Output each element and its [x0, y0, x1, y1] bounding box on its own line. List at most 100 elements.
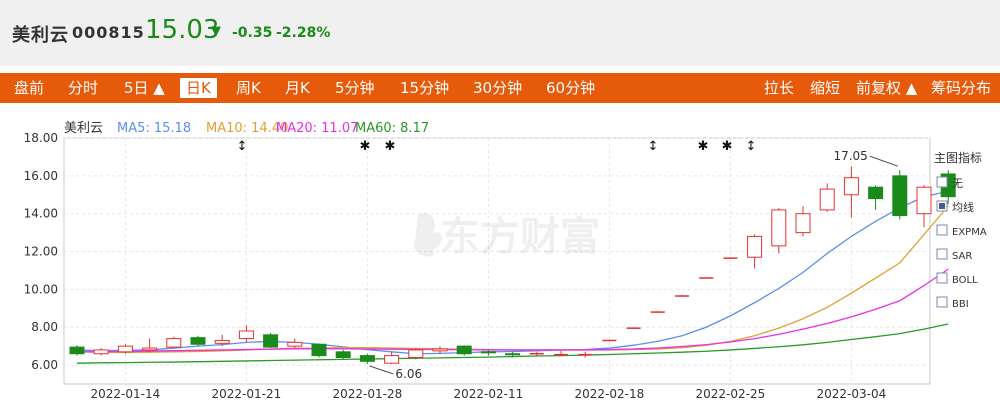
x-tick-label: 2022-03-04: [817, 387, 887, 401]
period-toolbar: 盘前 分时 5日 ▲ 日K 周K 月K 5分钟 15分钟 30分钟 60分钟 拉…: [0, 73, 1000, 103]
event-marker[interactable]: ✱: [698, 139, 709, 154]
candle-body: [214, 339, 230, 344]
indicator-option-label: EXPMA: [952, 227, 987, 238]
checkbox[interactable]: [936, 176, 948, 188]
annotation-arrow: [369, 365, 394, 375]
event-marker[interactable]: ✱: [722, 139, 733, 154]
candle: [747, 234, 763, 269]
candle: [287, 338, 303, 349]
adjust-dropdown[interactable]: 前复权 ▲: [856, 79, 918, 97]
candle: [142, 338, 158, 352]
candle: [117, 344, 133, 354]
candle-body: [408, 349, 424, 359]
indicator-option-boll[interactable]: BOLL: [936, 272, 978, 286]
event-marker[interactable]: ↕: [237, 139, 248, 154]
candle: [505, 351, 521, 358]
candle: [699, 277, 714, 279]
candles: [69, 166, 956, 364]
candle-body: [190, 337, 206, 345]
candle: [214, 334, 230, 347]
legend-ma60: MA60: 8.17: [355, 121, 429, 136]
legend-stock-name: 美利云: [64, 121, 103, 136]
candle: [843, 166, 859, 218]
event-marker[interactable]: ✱: [385, 139, 396, 154]
candle-body: [311, 343, 327, 357]
candle: [819, 183, 835, 212]
tab-daily-k[interactable]: 日K: [180, 78, 217, 98]
ma-line-ma20: [77, 268, 949, 353]
candle: [626, 327, 641, 329]
candle: [166, 336, 182, 349]
indicator-option-none[interactable]: 无: [936, 176, 963, 190]
y-tick-label: 8.00: [31, 320, 58, 334]
tab-premarket[interactable]: 盘前: [14, 79, 45, 97]
candle: [263, 332, 279, 349]
candle-body: [384, 355, 400, 364]
price-annotations: 17.05 6.06: [369, 149, 898, 381]
candle-body: [359, 355, 375, 362]
candle-body: [843, 177, 859, 196]
chip-distribution-button[interactable]: 筹码分布: [931, 79, 992, 97]
tab-60min[interactable]: 60分钟: [546, 79, 596, 97]
watermark: 东方财富: [414, 213, 600, 260]
candle-body: [335, 351, 351, 359]
y-axis: 18.00 16.00 14.00 12.00 10.00 8.00 6.00: [24, 131, 58, 372]
stock-change: -0.35: [232, 25, 273, 41]
down-arrow-icon: ▼: [211, 24, 221, 39]
indicator-option-sar[interactable]: SAR: [936, 248, 972, 262]
candle: [868, 185, 884, 210]
candle-body: [819, 188, 835, 211]
checkbox[interactable]: [936, 248, 948, 260]
kline-chart-area: 美利云 MA5: 15.18 MA10: 14.40 MA20: 11.07 M…: [0, 110, 1000, 406]
checkbox[interactable]: [936, 296, 948, 308]
tab-5min[interactable]: 5分钟: [335, 79, 375, 97]
annotation-label: 17.05: [833, 149, 867, 163]
tab-30min[interactable]: 30分钟: [473, 79, 523, 97]
legend-ma10: MA10: 14.40: [206, 121, 288, 136]
grid-lines: [64, 137, 930, 384]
kline-chart: 美利云 MA5: 15.18 MA10: 14.40 MA20: 11.07 M…: [0, 110, 1000, 406]
candle: [529, 351, 544, 356]
x-tick-label: 2022-01-28: [333, 387, 403, 401]
candle: [190, 335, 206, 347]
x-tick-label: 2022-01-21: [212, 387, 282, 401]
candle: [408, 348, 424, 360]
stock-price: 15.03: [145, 15, 220, 45]
candle-body: [771, 209, 787, 247]
checkbox[interactable]: [936, 224, 948, 236]
indicator-option-label: BBI: [952, 299, 969, 310]
candle-body: [263, 334, 279, 348]
event-marker[interactable]: ✱: [360, 139, 371, 154]
candle: [650, 311, 665, 313]
event-marker[interactable]: ↕: [746, 139, 757, 154]
y-tick-label: 12.00: [24, 245, 58, 259]
tab-intraday[interactable]: 分时: [68, 79, 99, 97]
indicator-option-ma[interactable]: 均线: [936, 200, 974, 214]
candle: [359, 353, 375, 364]
tab-monthly-k[interactable]: 月K: [285, 79, 310, 97]
x-tick-label: 2022-02-25: [696, 387, 766, 401]
candle-body: [456, 345, 472, 355]
candle-body: [69, 346, 85, 355]
shrink-button[interactable]: 缩短: [810, 79, 841, 97]
event-marker[interactable]: ↕: [648, 139, 659, 154]
stretch-button[interactable]: 拉长: [764, 79, 795, 97]
watermark-text: 东方财富: [440, 214, 600, 260]
candle-body: [142, 347, 158, 351]
tab-weekly-k[interactable]: 周K: [236, 79, 261, 97]
y-tick-label: 6.00: [31, 358, 58, 372]
stock-change-percent: -2.28%: [276, 25, 331, 41]
y-tick-label: 18.00: [24, 131, 58, 145]
indicator-option-label: 均线: [952, 200, 974, 214]
stock-name: 美利云: [12, 25, 69, 46]
indicator-option-label: 无: [952, 177, 963, 190]
indicator-option-bbi[interactable]: BBI: [936, 296, 969, 310]
indicator-option-expma[interactable]: EXPMA: [936, 224, 987, 238]
tab-15min[interactable]: 15分钟: [400, 79, 450, 97]
candle-body: [287, 341, 303, 347]
legend-ma20: MA20: 11.07: [276, 121, 358, 136]
tab-5day[interactable]: 5日 ▲: [124, 79, 165, 97]
candle: [771, 208, 787, 254]
checkbox[interactable]: [936, 272, 948, 284]
x-tick-label: 2022-02-11: [454, 387, 524, 401]
